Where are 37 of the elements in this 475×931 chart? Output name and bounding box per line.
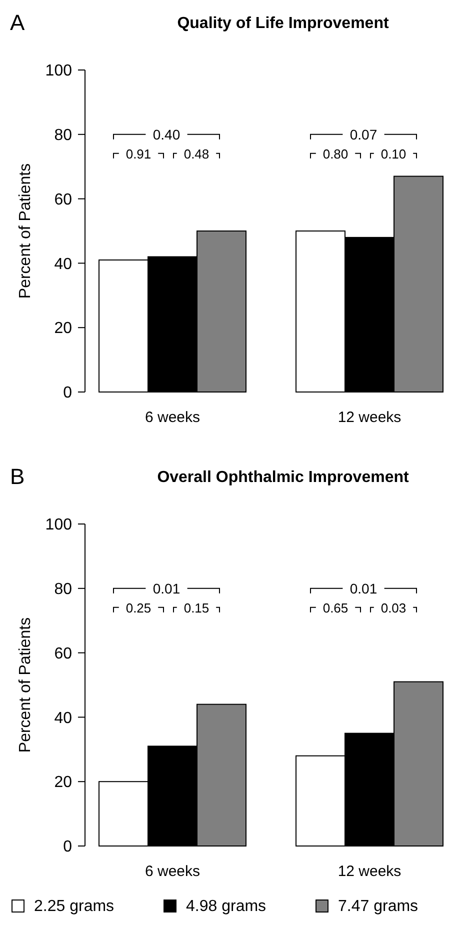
y-tick-label: 60	[54, 191, 72, 208]
annotation: 0.15	[184, 600, 210, 616]
text: A	[10, 10, 25, 35]
annotation: 0.10	[380, 146, 406, 162]
annotation: 0.25	[126, 600, 152, 616]
y-tick-label: 0	[63, 838, 72, 856]
annotation: 0.65	[322, 600, 348, 616]
y-tick-label: 60	[54, 645, 72, 662]
y-axis-title: Percent of Patients	[17, 617, 34, 753]
legend-label: 4.98 grams	[186, 898, 266, 915]
y-tick-label: 100	[45, 516, 72, 534]
annotation: 0.80	[322, 146, 348, 162]
text: B	[10, 464, 25, 489]
annotation: 0.01	[350, 580, 378, 596]
annotation: 0.40	[152, 126, 180, 142]
y-tick-label: 20	[54, 774, 72, 792]
chart-title: Overall Ophthalmic Improvement	[157, 469, 410, 486]
legend-label: 2.25 grams	[34, 898, 114, 915]
annotation: 0.91	[126, 146, 152, 162]
x-tick-label: 12 weeks	[338, 409, 402, 426]
chart-title: Quality of Life Improvement	[177, 15, 390, 32]
y-axis-title: Percent of Patients	[17, 163, 34, 299]
y-tick-label: 80	[54, 581, 72, 598]
y-tick-label: 20	[54, 320, 72, 338]
annotation: 0.48	[184, 146, 210, 162]
legend-label: 7.47 grams	[338, 898, 418, 915]
annotation: 0.01	[152, 580, 180, 596]
y-tick-label: 0	[63, 384, 72, 402]
y-tick-label: 40	[54, 256, 72, 273]
y-tick-label: 80	[54, 127, 72, 144]
x-tick-label: 6 weeks	[144, 863, 200, 880]
annotation: 0.03	[380, 600, 406, 616]
y-tick-label: 40	[54, 710, 72, 727]
annotation: 0.07	[350, 126, 378, 142]
x-tick-label: 6 weeks	[144, 409, 200, 426]
y-tick-label: 100	[45, 62, 72, 80]
x-tick-label: 12 weeks	[338, 863, 402, 880]
